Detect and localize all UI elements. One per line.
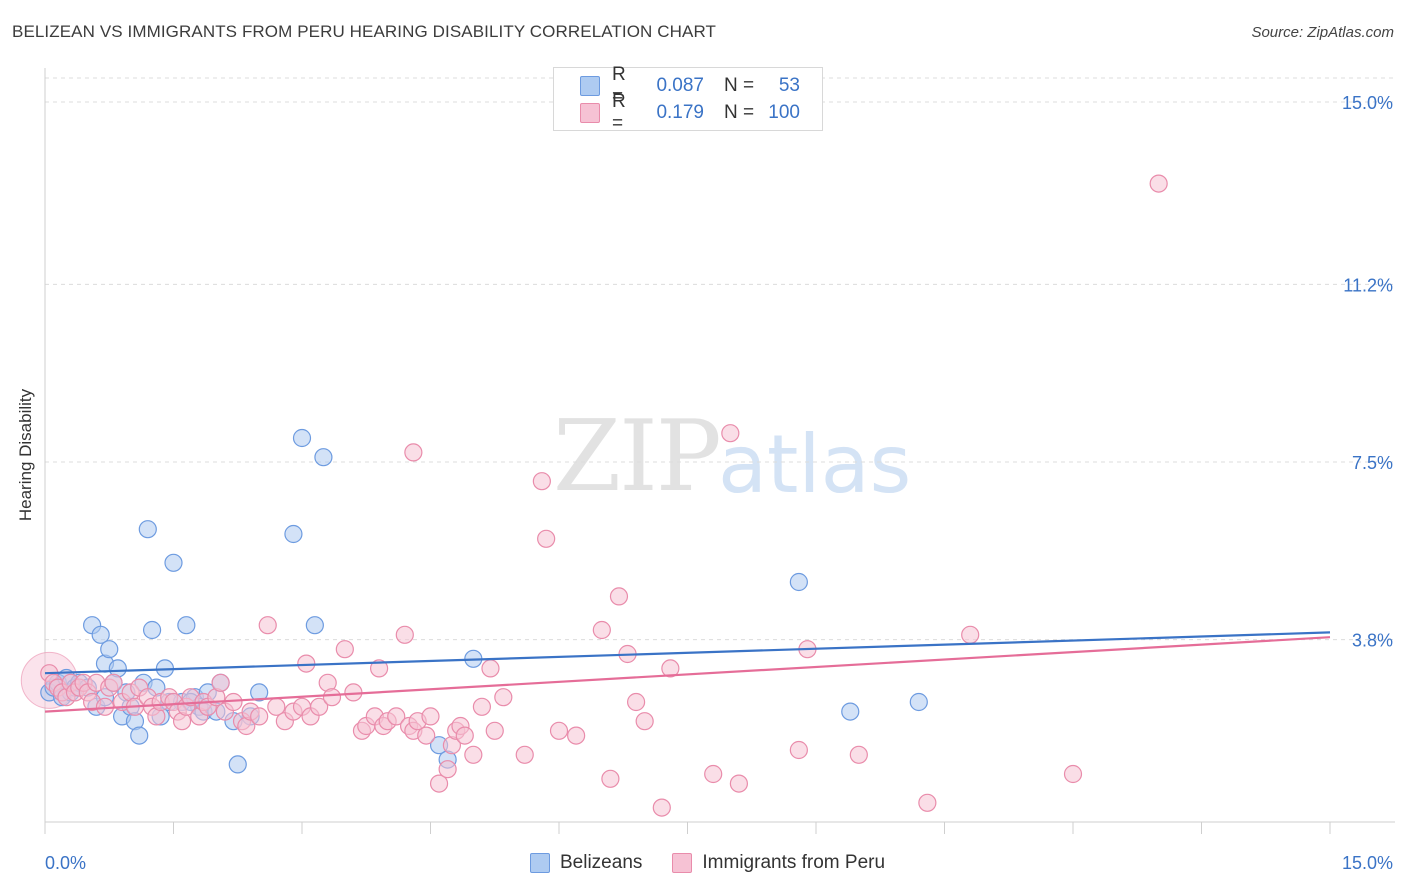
- peru-point: [789, 740, 808, 760]
- correlation-legend: R = 0.087 N = 53 R = 0.179 N = 100: [553, 64, 823, 134]
- belizean-point: [130, 726, 149, 745]
- peru-point: [485, 721, 504, 740]
- belizean-point: [164, 553, 183, 572]
- peru-point: [322, 688, 342, 707]
- belizean-point: [91, 625, 110, 644]
- belizeans-swatch: [530, 853, 550, 873]
- watermark-atlas: atlas: [718, 418, 912, 511]
- y-tick-label: 11.2%: [1343, 275, 1393, 295]
- r-value: 0.179: [656, 102, 704, 123]
- belizean-point: [142, 620, 162, 640]
- belizean-point: [177, 616, 196, 635]
- source-label: Source: ZipAtlas.com: [1251, 24, 1394, 41]
- peru-point: [250, 707, 269, 726]
- belizean-trendline: [44, 631, 1331, 675]
- peru-point: [421, 707, 440, 726]
- peru-point: [494, 688, 513, 707]
- peru-point: [1149, 174, 1168, 193]
- peru-point: [1063, 764, 1083, 784]
- y-tick-label: 15.0%: [1342, 93, 1393, 113]
- peru-point: [601, 769, 620, 788]
- y-tick-label: 3.8%: [1352, 631, 1393, 651]
- r-label: R =: [612, 64, 626, 107]
- series-legend: Belizeans Immigrants from Peru: [530, 852, 915, 874]
- belizean-point: [228, 755, 247, 774]
- peru-point: [609, 587, 629, 606]
- belizean-point: [841, 702, 860, 721]
- peru-swatch: [672, 853, 693, 873]
- legend-row-peru: R = 0.179 N = 100: [580, 91, 800, 134]
- peru-point: [464, 745, 483, 764]
- peru-point: [417, 726, 436, 745]
- peru-point: [849, 745, 868, 764]
- belizean-point: [909, 692, 928, 712]
- peru-point: [515, 745, 534, 764]
- peru-point: [472, 697, 491, 716]
- peru-point: [537, 529, 556, 548]
- x-tick-label: 15.0%: [1342, 853, 1393, 873]
- r-value: 0.087: [656, 75, 704, 96]
- peru-point: [635, 712, 654, 731]
- peru-point: [961, 625, 980, 644]
- belizeans-swatch: [580, 76, 600, 96]
- peru-point: [549, 721, 569, 740]
- peru-point: [532, 472, 551, 491]
- belizean-point: [100, 640, 119, 659]
- belizean-point: [292, 428, 312, 448]
- peru-point: [370, 659, 389, 678]
- n-label: N =: [724, 102, 755, 123]
- peru-point: [429, 774, 449, 793]
- peru-swatch: [580, 103, 600, 123]
- peru-point: [729, 774, 749, 793]
- peru-point: [438, 760, 457, 779]
- legend-item-peru[interactable]: Immigrants from Peru: [672, 852, 885, 874]
- belizean-point: [284, 524, 303, 544]
- x-tick-label: 0.0%: [45, 853, 86, 873]
- peru-point: [395, 625, 414, 644]
- peru-point: [704, 764, 723, 784]
- peru-point: [661, 659, 680, 678]
- peru-point: [626, 692, 646, 712]
- r-label: R =: [612, 91, 626, 134]
- peru-point: [310, 697, 329, 716]
- n-value: 100: [768, 102, 800, 123]
- peru-point: [567, 726, 586, 745]
- peru-point: [387, 707, 406, 726]
- belizean-point: [789, 572, 808, 592]
- peru-point: [104, 673, 123, 692]
- n-label: N =: [724, 75, 755, 96]
- peru-point: [297, 654, 316, 673]
- belizean-point: [250, 683, 269, 702]
- peru-point: [481, 659, 500, 678]
- peru-point: [455, 726, 474, 745]
- peru-point: [335, 640, 354, 659]
- belizean-point: [138, 520, 157, 539]
- belizeans-label: Belizeans: [560, 852, 643, 873]
- peru-point: [404, 443, 423, 462]
- peru-point: [592, 620, 611, 640]
- watermark-zip: ZIP: [553, 400, 722, 514]
- legend-row-belizeans: R = 0.087 N = 53: [580, 64, 800, 107]
- peru-point: [721, 424, 740, 443]
- legend-item-belizeans[interactable]: Belizeans: [530, 852, 642, 874]
- chart-title: BELIZEAN VS IMMIGRANTS FROM PERU HEARING…: [12, 22, 717, 41]
- peru-point: [258, 616, 277, 635]
- peru-trendline: [44, 636, 1331, 713]
- peru-label: Immigrants from Peru: [702, 852, 886, 873]
- peru-point: [652, 798, 671, 817]
- belizean-point: [305, 616, 324, 635]
- peru-point: [211, 673, 230, 692]
- n-value: 53: [778, 75, 800, 96]
- belizean-point: [314, 448, 333, 467]
- y-tick-label: 7.5%: [1352, 453, 1393, 473]
- peru-point: [918, 793, 937, 812]
